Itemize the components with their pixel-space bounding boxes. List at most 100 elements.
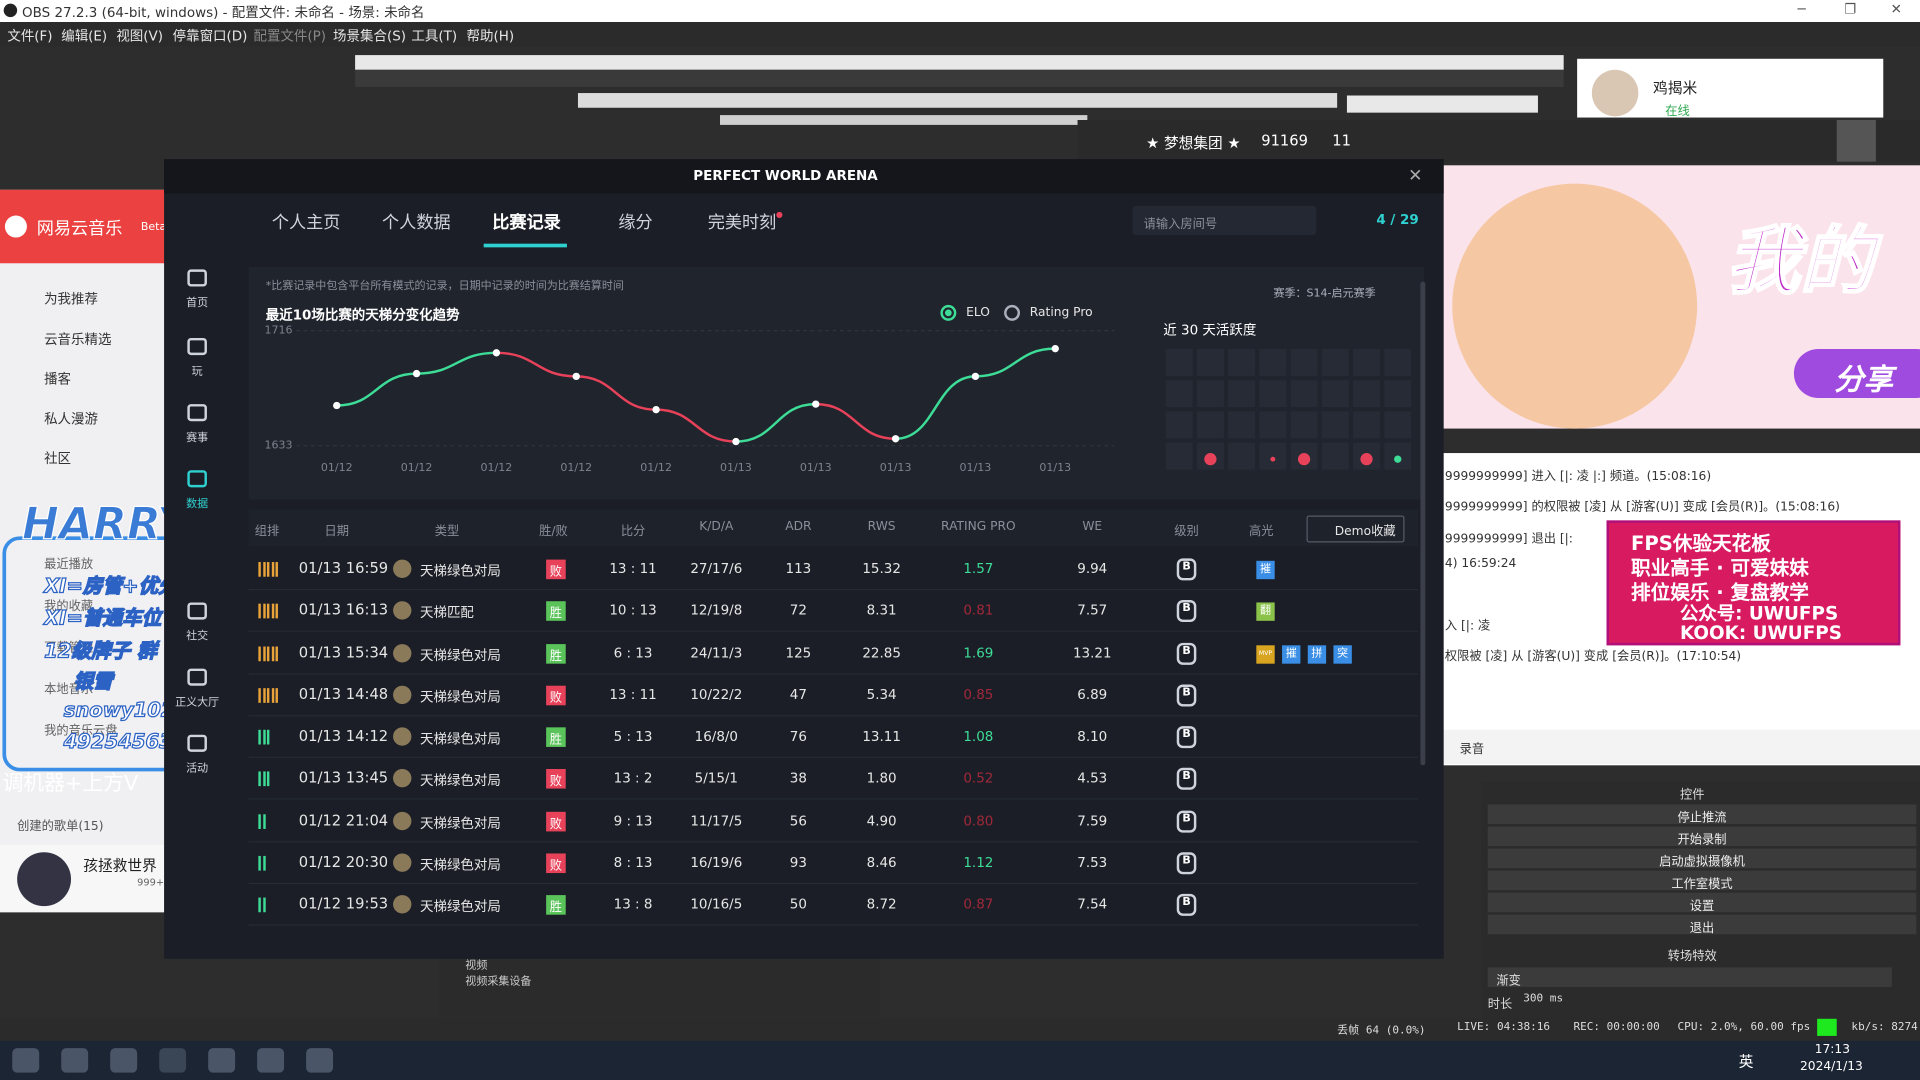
music-nav-item[interactable]: 云音乐精选 xyxy=(44,331,112,348)
control-label[interactable]: 退出 xyxy=(1689,922,1715,936)
table-row[interactable] xyxy=(248,676,1418,717)
control-button[interactable] xyxy=(1487,914,1917,935)
control-label[interactable]: 停止推流 xyxy=(1677,811,1727,826)
cell-score: 8 : 13 xyxy=(613,854,653,871)
tab[interactable]: 个人主页 xyxy=(271,213,341,233)
music-nav-item[interactable]: 为我推荐 xyxy=(44,291,98,308)
sidebar-icon[interactable] xyxy=(187,470,207,488)
search-placeholder[interactable]: 请输入房间号 xyxy=(1143,217,1218,232)
ime[interactable]: 英 xyxy=(1738,1053,1754,1071)
cell-rws: 22.85 xyxy=(862,644,901,661)
menu-item[interactable]: 停靠窗口(D) xyxy=(172,28,248,45)
music-my-item[interactable]: 最近播放 xyxy=(44,558,94,572)
taskbar-app[interactable] xyxy=(12,1048,40,1073)
demo-label[interactable]: Demo收藏 xyxy=(1334,525,1396,539)
season[interactable]: 赛季：S14-启元赛季 xyxy=(1273,287,1376,300)
sidebar-label[interactable]: 赛事 xyxy=(186,432,209,445)
control-label[interactable]: 设置 xyxy=(1689,900,1715,914)
table-row[interactable] xyxy=(248,759,1418,800)
tab[interactable]: 个人数据 xyxy=(382,213,451,233)
status-bar xyxy=(0,1018,1920,1041)
table-row[interactable] xyxy=(248,885,1418,926)
menu-item[interactable]: 视图(V) xyxy=(116,28,163,45)
sidebar-label[interactable]: 活动 xyxy=(186,762,209,776)
party-bar xyxy=(275,687,278,703)
music-nav-item[interactable]: 播客 xyxy=(44,371,72,387)
demo-button[interactable] xyxy=(1306,515,1405,543)
sidebar-icon[interactable] xyxy=(187,668,207,686)
table-row[interactable] xyxy=(248,592,1418,633)
control-label[interactable]: 启动虚拟摄像机 xyxy=(1659,855,1745,870)
column-header: ADR xyxy=(785,520,812,534)
column-header[interactable]: 类型 xyxy=(434,525,460,539)
taskbar-app[interactable] xyxy=(159,1048,187,1073)
sidebar-label[interactable]: 社交 xyxy=(186,630,209,643)
close-button[interactable]: ✕ xyxy=(1408,166,1423,187)
control-button[interactable] xyxy=(1487,848,1917,869)
tab-active[interactable]: 比赛记录 xyxy=(492,213,561,233)
control-label[interactable]: 工作室模式 xyxy=(1671,877,1733,892)
menu-item[interactable]: 场景集合(S) xyxy=(333,28,407,45)
music-my-item[interactable]: 我的音乐云盘 xyxy=(44,724,118,739)
music-nav-item[interactable]: 私人漫游 xyxy=(44,410,98,427)
table-row[interactable] xyxy=(248,634,1418,675)
sidebar-icon[interactable] xyxy=(187,337,207,356)
legend-label[interactable]: Rating Pro xyxy=(1029,306,1093,320)
control-button[interactable] xyxy=(1487,826,1917,847)
sidebar-icon[interactable] xyxy=(187,734,207,752)
sources-dock xyxy=(438,958,880,1018)
tab[interactable]: 完美时刻 xyxy=(707,213,777,233)
sidebar-icon[interactable] xyxy=(187,404,207,422)
home-button[interactable] xyxy=(1836,120,1876,162)
cell-adr: 76 xyxy=(789,728,807,745)
legend-radio[interactable] xyxy=(940,304,957,321)
taskbar-app[interactable] xyxy=(110,1048,138,1073)
search-box[interactable] xyxy=(1132,205,1317,236)
music-playlists[interactable]: 创建的歌单(15) xyxy=(17,820,104,834)
menu-item[interactable]: 文件(F) xyxy=(7,28,53,45)
menu-item[interactable]: 编辑(E) xyxy=(61,28,108,45)
window-button[interactable]: ✕ xyxy=(1890,1,1902,18)
control-button[interactable] xyxy=(1487,892,1917,913)
cell-kda: 5/15/1 xyxy=(694,770,739,787)
table-row[interactable] xyxy=(248,843,1418,884)
control-button[interactable] xyxy=(1487,804,1917,825)
source-item[interactable]: 视频采集设备 xyxy=(465,975,532,989)
music-my-item[interactable]: 下载管理 xyxy=(44,641,94,656)
legend-label[interactable]: ELO xyxy=(966,306,990,320)
sidebar-icon[interactable] xyxy=(187,602,207,620)
table-row[interactable] xyxy=(248,801,1418,842)
menu-item[interactable]: 工具(T) xyxy=(411,28,458,45)
taskbar-app[interactable] xyxy=(61,1048,89,1073)
tab[interactable]: 缘分 xyxy=(618,213,653,233)
music-my-item[interactable]: 本地音乐 xyxy=(44,683,94,697)
transition-select[interactable] xyxy=(1487,967,1892,987)
source-item[interactable]: 视频 xyxy=(465,960,488,973)
menu-item[interactable]: 帮助(H) xyxy=(466,28,515,45)
taskbar-app[interactable] xyxy=(208,1048,236,1073)
transition-value[interactable]: 渐变 xyxy=(1496,974,1521,989)
duration-value[interactable]: 300 ms xyxy=(1523,993,1564,1006)
preview-nest xyxy=(355,69,1564,87)
table-row[interactable] xyxy=(248,718,1418,758)
activity-cell xyxy=(1228,411,1256,439)
party-bar xyxy=(271,562,274,577)
sidebar-icon[interactable] xyxy=(187,269,207,287)
window-button[interactable]: ─ xyxy=(1797,1,1806,18)
record-label[interactable]: 录音 xyxy=(1459,743,1485,757)
music-nav-item[interactable]: 社区 xyxy=(44,450,72,467)
type-icon xyxy=(393,811,412,830)
menu-item[interactable]: 配置文件(P) xyxy=(253,28,326,45)
sidebar-label[interactable]: 玩 xyxy=(191,366,203,379)
legend-radio[interactable] xyxy=(1004,304,1020,321)
taskbar-app[interactable] xyxy=(306,1048,334,1073)
control-button[interactable] xyxy=(1487,870,1917,891)
sidebar-label[interactable]: 数据 xyxy=(186,498,209,511)
taskbar-app[interactable] xyxy=(257,1048,285,1073)
control-label[interactable]: 开始录制 xyxy=(1677,833,1727,848)
window-button[interactable]: ❐ xyxy=(1844,1,1857,18)
table-row[interactable] xyxy=(248,550,1418,591)
sidebar-label[interactable]: 首页 xyxy=(186,297,209,310)
music-my-item[interactable]: 我的收藏 xyxy=(44,600,94,614)
sidebar-label[interactable]: 正义大厅 xyxy=(175,696,220,709)
